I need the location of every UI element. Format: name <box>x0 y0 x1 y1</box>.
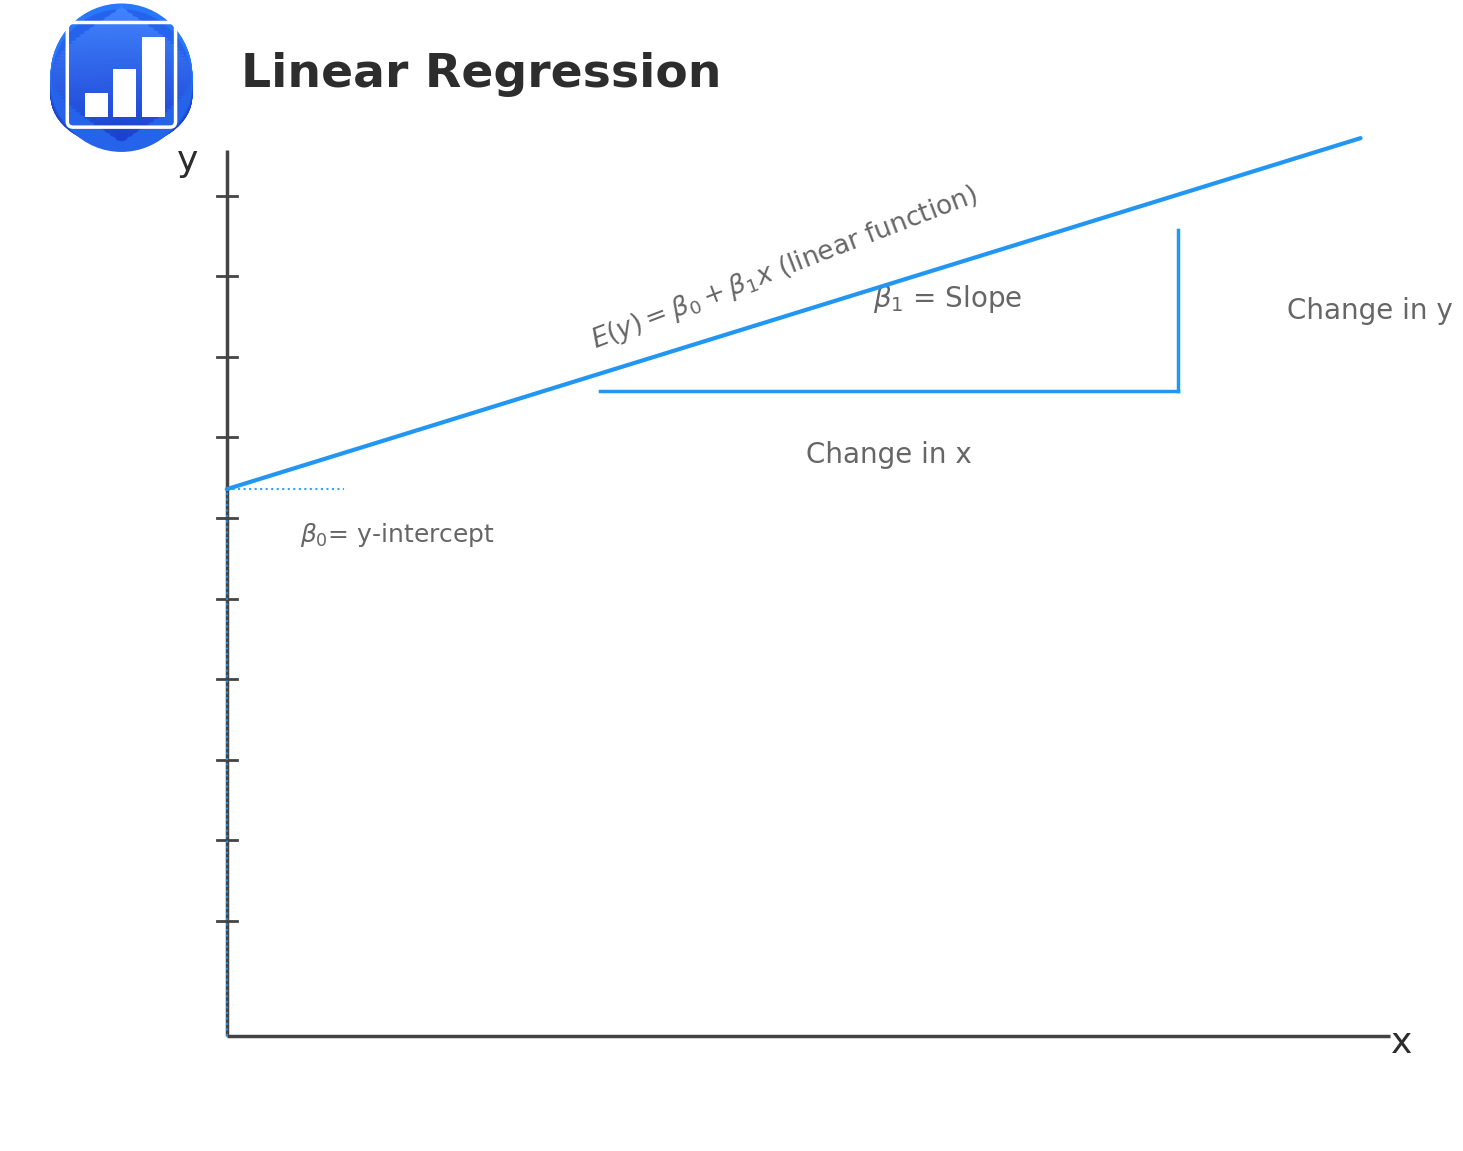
Text: y: y <box>177 144 198 178</box>
Text: x: x <box>1391 1026 1412 1060</box>
Text: $E(y) = \beta_0 + \beta_1 x$ (linear function): $E(y) = \beta_0 + \beta_1 x$ (linear fun… <box>587 181 982 356</box>
Text: $\beta_1$ = Slope: $\beta_1$ = Slope <box>873 283 1021 315</box>
Text: Change in x: Change in x <box>806 441 971 468</box>
Text: Change in y: Change in y <box>1287 297 1453 325</box>
Bar <box>113 69 136 117</box>
Text: Linear Regression: Linear Regression <box>241 52 721 98</box>
Bar <box>142 37 165 117</box>
Bar <box>85 93 108 117</box>
Text: $\beta_0$= y-intercept: $\beta_0$= y-intercept <box>300 521 494 549</box>
